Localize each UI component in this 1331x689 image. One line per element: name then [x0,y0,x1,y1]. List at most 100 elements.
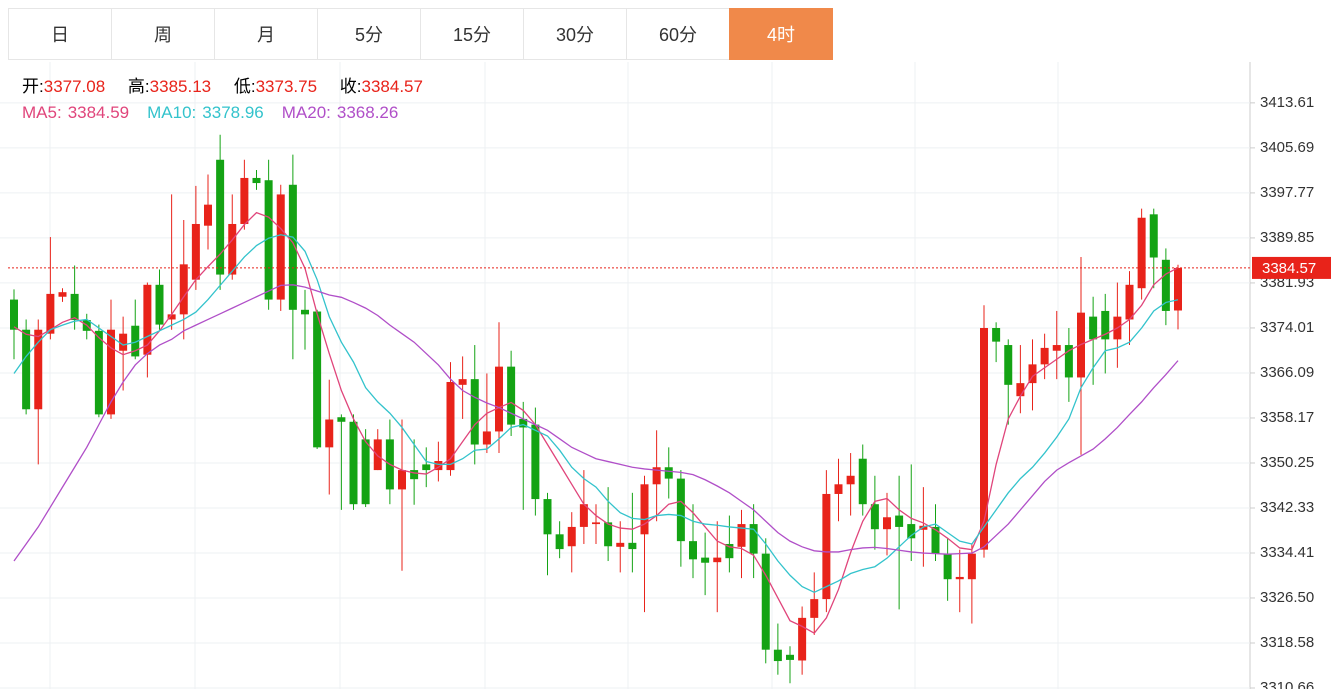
period-tab[interactable]: 5分 [317,8,421,60]
candle-body [131,325,140,357]
candle-body [592,522,600,525]
candle-body [1016,383,1025,397]
candle-body [883,517,891,530]
candle-body [458,379,467,385]
legend-value: 3368.26 [336,103,399,122]
candle-body [870,504,879,530]
candle-body [228,223,237,275]
candle-body [482,431,491,445]
candle-body [10,299,18,330]
candle-body [1149,214,1158,258]
candle-body [725,543,734,559]
candle-body [1028,364,1037,384]
candle-body [422,464,431,471]
y-tick-label: 3413.61 [1260,94,1314,111]
candle-body [361,439,370,505]
candle-body [204,204,212,226]
candle-body [58,292,67,297]
candle-body [434,460,443,471]
candle-body [689,541,697,560]
candle-body [846,475,855,485]
candle-body [94,330,103,415]
candle-body [70,293,79,321]
ohlc-row: 开:3377.08 高:3385.13 低:3373.75 收:3384.57 [22,74,423,100]
candle-body [507,366,516,425]
candle-body [967,553,976,580]
candle-body [349,421,358,505]
candle-body [531,424,540,500]
candle-body [22,329,31,410]
period-tab[interactable]: 月 [214,8,318,60]
candle-body [640,484,649,535]
ma-line [13,234,1179,594]
candle-body [264,180,273,300]
candle-body [1004,345,1013,385]
candle-body [179,264,188,315]
candle-body [446,381,455,471]
period-tab[interactable]: 4时 [729,8,833,60]
period-tab[interactable]: 周 [111,8,215,60]
period-tab[interactable]: 日 [8,8,112,60]
candle-body [325,419,334,448]
period-tab[interactable]: 15分 [420,8,524,60]
candle-body [579,504,588,527]
last-price-box [1252,256,1331,279]
candle-body [931,526,940,554]
candle-body [676,478,685,542]
candle-body [737,524,746,547]
candle-body [1040,347,1049,365]
period-tab[interactable]: 30分 [523,8,627,60]
candle-body [276,194,285,300]
y-tick-label: 3358.17 [1260,409,1314,426]
candle-body [810,599,819,618]
candle-body [519,418,528,428]
ohlc-label: 收: [339,77,362,96]
y-tick-label: 3350.25 [1260,454,1314,471]
y-tick-label: 3366.09 [1260,364,1314,381]
period-tab[interactable]: 60分 [626,8,730,60]
y-tick-label: 3389.85 [1260,229,1314,246]
y-tick-label: 3405.69 [1260,139,1314,156]
y-tick-label: 3374.01 [1260,319,1314,336]
ma-legend: MA5: 3384.59 MA10: 3378.96 MA20: 3368.26 [22,100,423,126]
candle-body [1125,284,1134,320]
candle-body [155,284,164,325]
candle-body [288,184,297,310]
candle-body [398,470,406,490]
ohlc-value: 3385.13 [149,77,212,96]
legend-name: MA20: [281,103,331,122]
legend-value: 3378.96 [202,103,264,122]
y-tick-label: 3318.58 [1260,634,1314,651]
y-tick-label: 3310.66 [1260,679,1314,689]
candle-body [604,522,613,547]
last-price-label: 3384.57 [1262,260,1316,277]
candle-body [822,493,831,600]
candle-body [1137,217,1146,289]
ma-line [13,211,1179,635]
candle-body [119,333,128,351]
candle-body [495,366,503,432]
candle-body [749,524,758,554]
candle-body [410,470,419,480]
candle-body [1174,267,1182,311]
y-tick-label: 3397.77 [1260,184,1314,201]
candle-body [652,467,661,485]
candle-body [664,467,673,479]
candle-body [1161,259,1170,311]
info-panel: 开:3377.08 高:3385.13 低:3373.75 收:3384.57 … [22,74,423,126]
y-tick-label: 3334.41 [1260,544,1314,561]
candle-body [34,329,43,410]
candle-body [167,314,176,320]
candle-body [713,557,722,563]
time-grid [49,62,1059,689]
candle-body [955,576,964,580]
candle-body [301,309,309,315]
candle-body [216,159,225,275]
candle-body [907,524,916,539]
candle-body [992,327,1001,342]
candle-body [1052,345,1061,351]
candle-body [1089,316,1098,340]
candle-body [373,439,382,471]
